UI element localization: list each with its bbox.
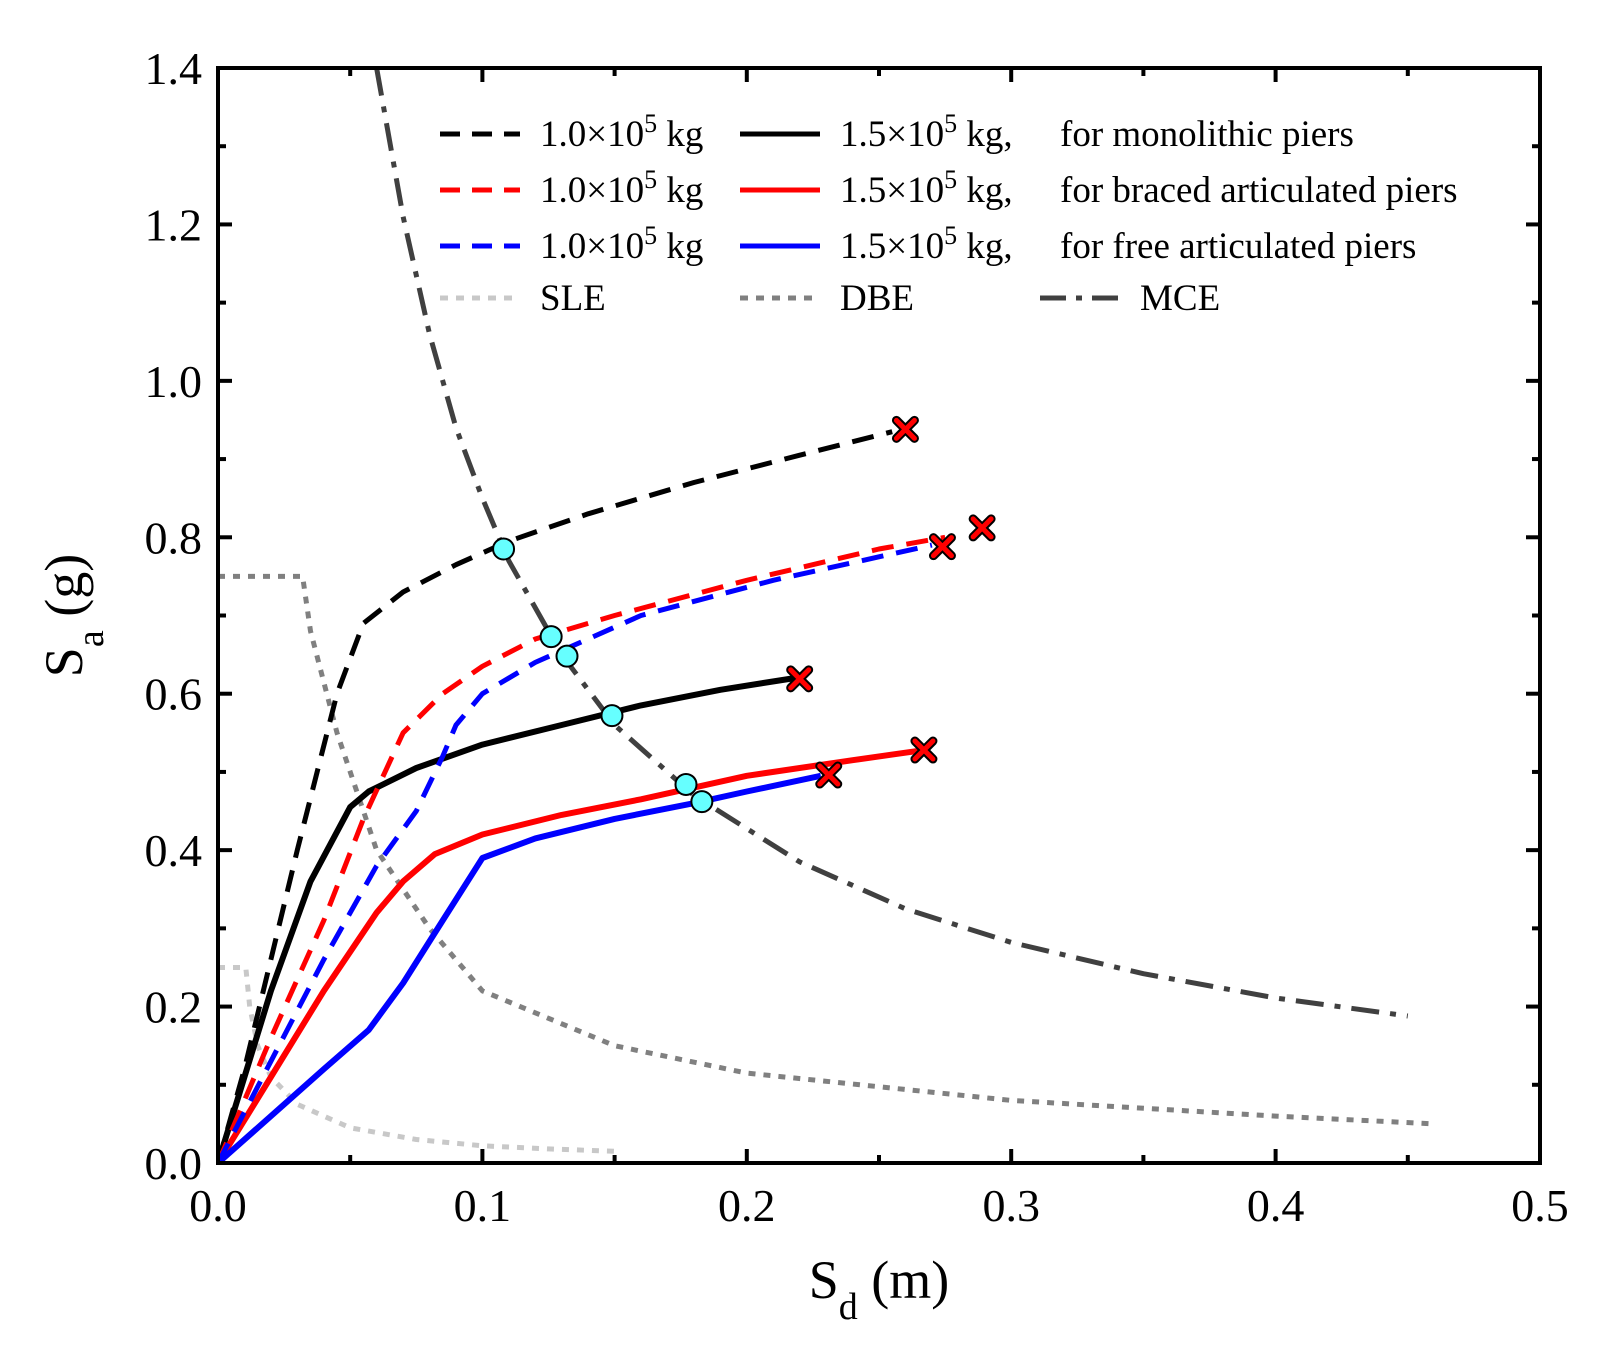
legend-desc-braced: for braced articulated piers	[1060, 170, 1458, 211]
series-line-1-5-10-5-kg-free-articulated-piers	[218, 772, 822, 1163]
x-tick-label: 0.3	[982, 1180, 1040, 1231]
series-line-1-0-10-5-kg-free-articulated-piers	[218, 542, 933, 1163]
performance-point-4	[674, 772, 698, 796]
legend-label-sle: SLE	[540, 278, 606, 319]
failure-marker-5	[815, 761, 843, 789]
series-line-1-5-10-5-kg-monolithic-piers	[218, 675, 795, 1163]
legend-label-monolithic-light: 1.0×105 kg	[540, 109, 703, 156]
y-tick-label: 0.4	[145, 825, 203, 876]
legend-label-braced-light: 1.0×105 kg	[540, 165, 703, 212]
y-tick-label: 1.4	[145, 43, 203, 94]
series-line-1-0-10-5-kg-monolithic-piers	[218, 429, 893, 1163]
failure-marker-3	[786, 665, 814, 693]
x-tick-label: 0.0	[189, 1180, 247, 1231]
legend-desc-free: for free articulated piers	[1060, 226, 1416, 267]
y-tick-label: 1.2	[145, 199, 203, 250]
performance-point-0	[492, 537, 516, 561]
x-axis-title: Sd (m)	[809, 1250, 950, 1328]
performance-point-1	[539, 625, 563, 649]
x-tick-label: 0.1	[454, 1180, 512, 1231]
spectrum-curve-dbe	[218, 573, 1435, 1127]
series-line-1-5-10-5-kg-braced-articulated-piers	[218, 747, 920, 1163]
performance-point-3	[600, 704, 624, 728]
y-tick-label: 0.8	[145, 512, 203, 563]
y-axis-title: Sa (g)	[34, 554, 112, 677]
y-tick-label: 0.0	[145, 1138, 203, 1189]
plot-markers	[492, 415, 996, 814]
failure-marker-1	[968, 514, 996, 542]
y-tick-label: 0.6	[145, 669, 203, 720]
x-tick-label: 0.4	[1247, 1180, 1305, 1231]
x-tick-label: 0.5	[1511, 1180, 1569, 1231]
y-tick-label: 0.2	[145, 982, 203, 1033]
legend: 1.0×105 kg 1.5×105 kg, for monolithic pi…	[440, 109, 1458, 319]
legend-label-free-light: 1.0×105 kg	[540, 221, 703, 268]
failure-marker-2	[928, 533, 956, 561]
spectrum-curve-sle	[218, 965, 615, 1154]
failure-marker-0	[891, 415, 919, 443]
performance-point-2	[555, 644, 579, 668]
legend-desc-monolithic: for monolithic piers	[1060, 114, 1354, 155]
y-tick-label: 1.0	[145, 356, 203, 407]
legend-label-mce: MCE	[1140, 278, 1220, 319]
legend-label-monolithic-heavy: 1.5×105 kg,	[840, 109, 1013, 156]
spectrum-curve-mce	[374, 68, 1409, 1019]
x-tick-label: 0.2	[718, 1180, 776, 1231]
performance-point-5	[690, 790, 714, 814]
failure-marker-4	[910, 736, 938, 764]
legend-label-free-heavy: 1.5×105 kg,	[840, 221, 1013, 268]
axis-ticks: 0.0 0.1 0.2 0.3 0.4 0.5 0.0 0.2 0.4 0.6 0.8 1.0 1.2 1…	[145, 43, 1569, 1231]
legend-label-braced-heavy: 1.5×105 kg,	[840, 165, 1013, 212]
legend-label-dbe: DBE	[840, 278, 914, 319]
